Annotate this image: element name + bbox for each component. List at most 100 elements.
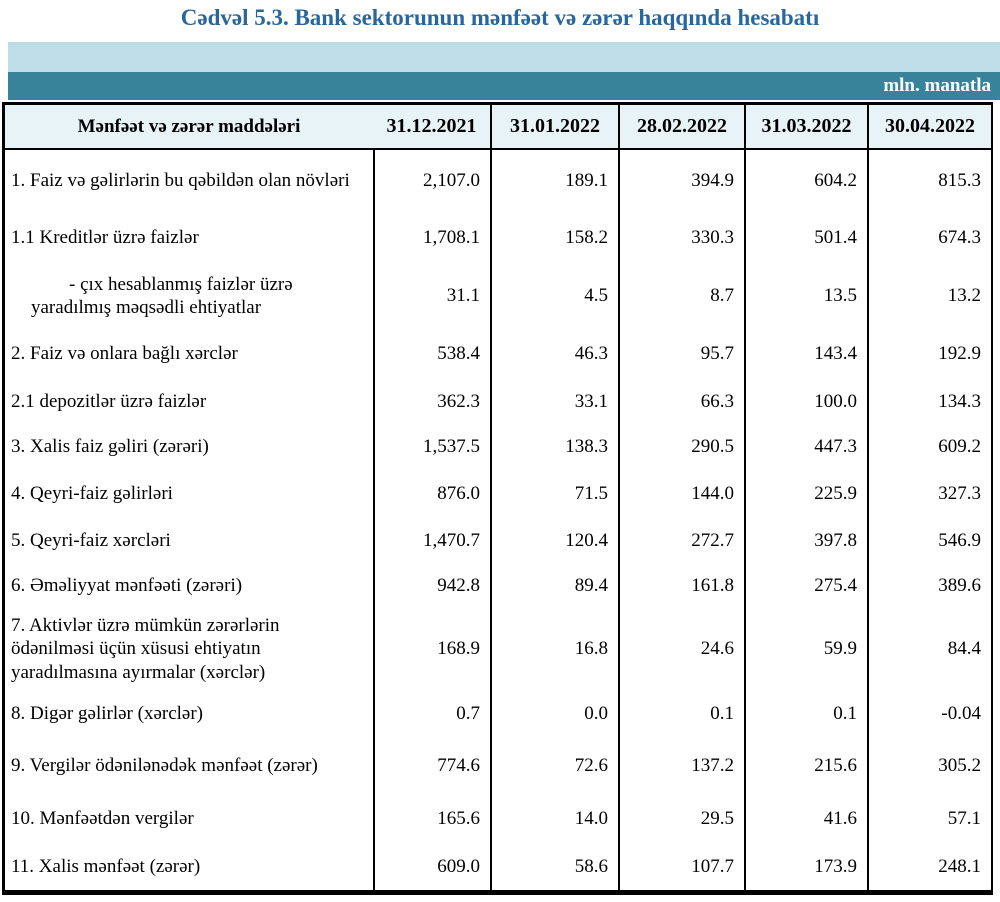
table-body: 1. Faiz və gəlirlərin bu qəbildən olan n… [5,150,991,890]
row-label: 5. Qeyri-faiz xərcləri [11,529,171,551]
value-cell: 4.5 [490,264,618,328]
value-cell: 942.8 [373,563,490,609]
table-row: 1. Faiz və gəlirlərin bu qəbildən olan n… [5,150,991,212]
value-cell: 24.6 [618,609,744,689]
row-label: 9. Vergilər ödənilənədək mənfəət (zərər) [11,755,318,777]
value-cell: 143.4 [744,328,867,380]
col-header-date-5: 30.04.2022 [867,105,991,148]
table-row: 2. Faiz və onlara bağlı xərclər 538.4 46… [5,328,991,380]
value-cell: 447.3 [744,424,867,470]
value-cell: 16.8 [490,609,618,689]
decorative-band-light [8,42,1000,72]
value-cell: 13.2 [867,264,991,328]
value-cell: 275.4 [744,563,867,609]
value-cell: 272.7 [618,518,744,563]
row-label-line: yaradılmış məqsədli ehtiyatlar [31,297,262,318]
row-label: - çıx hesablanmış faizlər üzrə yaradılmı… [5,264,373,328]
value-cell: 290.5 [618,424,744,470]
row-label: 4. Qeyri-faiz gəlirləri [11,483,173,505]
value-cell: 138.3 [490,424,618,470]
table-row: 2.1 depozitlər üzrə faizlər 362.3 33.1 6… [5,380,991,424]
value-cell: 134.3 [867,380,991,424]
value-cell: -0.04 [867,689,991,739]
value-cell: 107.7 [618,844,744,890]
value-cell: 389.6 [867,563,991,609]
value-cell: 57.1 [867,793,991,844]
value-cell: 774.6 [373,739,490,793]
value-cell: 397.8 [744,518,867,563]
value-cell: 46.3 [490,328,618,380]
value-cell: 225.9 [744,470,867,518]
table-row: 11. Xalis mənfəət (zərər) 609.0 58.6 107… [5,844,991,890]
value-cell: 1,708.1 [373,212,490,264]
value-cell: 609.2 [867,424,991,470]
table-row: - çıx hesablanmış faizlər üzrə yaradılmı… [5,264,991,328]
value-cell: 165.6 [373,793,490,844]
col-header-date-1: 31.12.2021 [386,115,477,137]
row-label: 3. Xalis faiz gəliri (zərəri) [11,436,209,458]
value-cell: 84.4 [867,609,991,689]
unit-band: mln. manatla [8,72,1000,100]
value-cell: 192.9 [867,328,991,380]
value-cell: 41.6 [744,793,867,844]
value-cell: 29.5 [618,793,744,844]
table-row: 4. Qeyri-faiz gəlirləri 876.0 71.5 144.0… [5,470,991,518]
col-header-items: Mənfəət və zərər maddələri [77,115,301,137]
row-label-line: - çıx hesablanmış faizlər üzrə [69,273,293,295]
row-label: 6. Əməliyyat mənfəəti (zərəri) [11,575,243,597]
value-cell: 66.3 [618,380,744,424]
value-cell: 58.6 [490,844,618,890]
value-cell: 674.3 [867,212,991,264]
value-cell: 362.3 [373,380,490,424]
value-cell: 100.0 [744,380,867,424]
value-cell: 538.4 [373,328,490,380]
value-cell: 161.8 [618,563,744,609]
value-cell: 0.0 [490,689,618,739]
value-cell: 33.1 [490,380,618,424]
value-cell: 189.1 [490,150,618,212]
value-cell: 59.9 [744,609,867,689]
row-label: 10. Mənfəətdən vergilər [11,807,194,829]
table-row: 5. Qeyri-faiz xərcləri 1,470.7 120.4 272… [5,518,991,563]
value-cell: 31.1 [373,264,490,328]
value-cell: 1,470.7 [373,518,490,563]
table-row: 8. Digər gəlirlər (xərclər) 0.7 0.0 0.1 … [5,689,991,739]
value-cell: 394.9 [618,150,744,212]
row-label: 8. Digər gəlirlər (xərclər) [11,703,204,725]
value-cell: 144.0 [618,470,744,518]
value-cell: 215.6 [744,739,867,793]
table-row: 3. Xalis faiz gəliri (zərəri) 1,537.5 13… [5,424,991,470]
row-label: 1. Faiz və gəlirlərin bu qəbildən olan n… [11,170,350,192]
value-cell: 305.2 [867,739,991,793]
value-cell: 0.7 [373,689,490,739]
value-cell: 546.9 [867,518,991,563]
value-cell: 8.7 [618,264,744,328]
value-cell: 0.1 [618,689,744,739]
profit-loss-table: Mənfəət və zərər maddələri 31.12.2021 31… [2,102,993,895]
row-label: 7. Aktivlər üzrə mümkün zərərlərin ödəni… [11,615,280,683]
value-cell: 609.0 [373,844,490,890]
table-row: 9. Vergilər ödənilənədək mənfəət (zərər)… [5,739,991,793]
value-cell: 13.5 [744,264,867,328]
row-label: 2. Faiz və onlara bağlı xərclər [11,343,238,365]
value-cell: 89.4 [490,563,618,609]
value-cell: 1,537.5 [373,424,490,470]
table-row: 7. Aktivlər üzrə mümkün zərərlərin ödəni… [5,609,991,689]
value-cell: 14.0 [490,793,618,844]
table-row: 10. Mənfəətdən vergilər 165.6 14.0 29.5 … [5,793,991,844]
unit-label: mln. manatla [883,75,991,96]
value-cell: 71.5 [490,470,618,518]
table-row: 6. Əməliyyat mənfəəti (zərəri) 942.8 89.… [5,563,991,609]
value-cell: 72.6 [490,739,618,793]
value-cell: 876.0 [373,470,490,518]
value-cell: 168.9 [373,609,490,689]
value-cell: 158.2 [490,212,618,264]
row-label: 1.1 Kreditlər üzrə faizlər [11,227,199,249]
row-label: 2.1 depozitlər üzrə faizlər [11,391,207,413]
value-cell: 137.2 [618,739,744,793]
row-label: 11. Xalis mənfəət (zərər) [11,856,201,878]
table-header-row: Mənfəət və zərər maddələri 31.12.2021 31… [5,105,991,150]
value-cell: 120.4 [490,518,618,563]
table-row: 1.1 Kreditlər üzrə faizlər 1,708.1 158.2… [5,212,991,264]
page: Cədvəl 5.3. Bank sektorunun mənfəət və z… [0,5,1000,902]
